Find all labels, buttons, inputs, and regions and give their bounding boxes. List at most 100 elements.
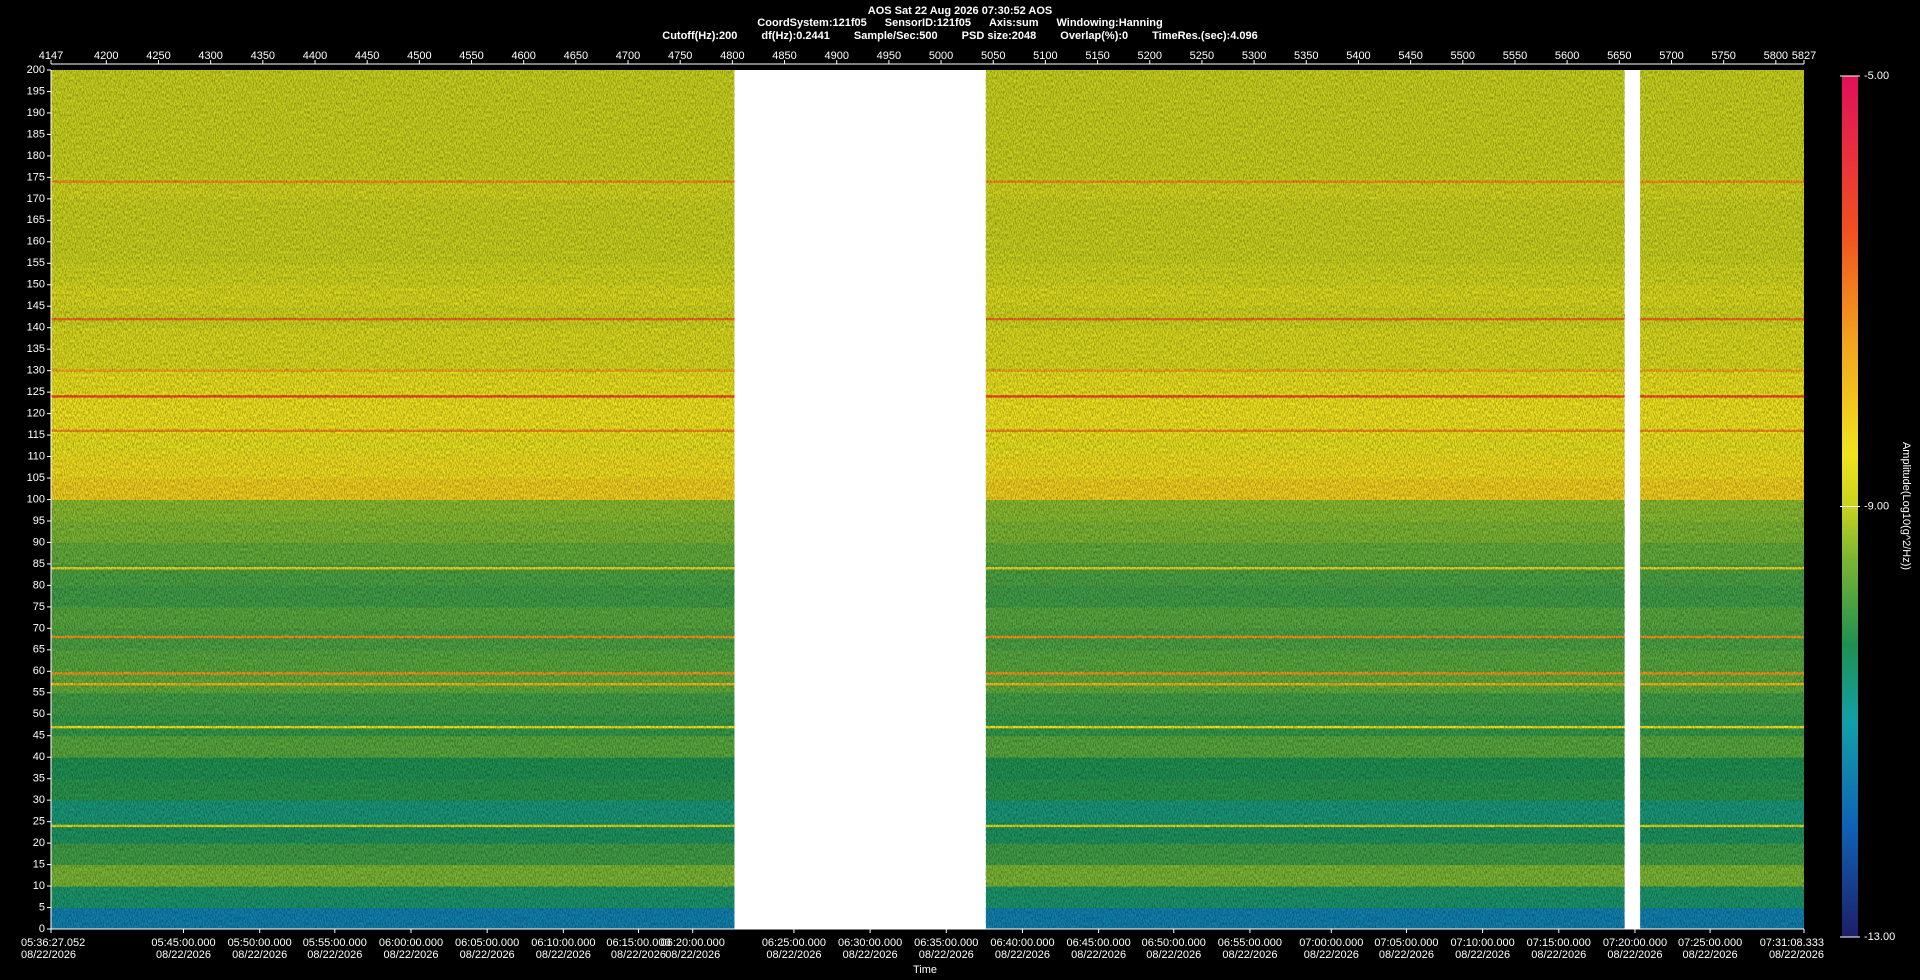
x-tick-label: 5500 bbox=[1451, 50, 1475, 62]
y-tick-label: 75 bbox=[33, 601, 45, 613]
noise-texture bbox=[51, 70, 735, 929]
time-tick-date: 08/22/2026 bbox=[995, 949, 1050, 961]
x-tick-label: 4450 bbox=[355, 50, 379, 62]
time-tick-date: 08/22/2026 bbox=[1071, 949, 1126, 961]
y-tick-label: 55 bbox=[33, 687, 45, 699]
x-tick-label: 4950 bbox=[877, 50, 901, 62]
time-tick-date: 08/22/2026 bbox=[21, 949, 76, 961]
chart-title: AOS Sat 22 Aug 2026 07:30:52 AOS bbox=[868, 5, 1052, 17]
y-tick-label: 165 bbox=[27, 214, 45, 226]
x-tick-label: 5750 bbox=[1711, 50, 1735, 62]
time-tick-label: 05:50:00.000 bbox=[228, 937, 292, 949]
time-tick-label: 07:05:00.000 bbox=[1374, 937, 1438, 949]
noise-texture bbox=[985, 70, 1625, 929]
y-tick-label: 25 bbox=[33, 816, 45, 828]
y-tick-label: 90 bbox=[33, 536, 45, 548]
x-tick-label: 5400 bbox=[1346, 50, 1370, 62]
x-tick-label: 4900 bbox=[824, 50, 848, 62]
x-tick-label: 4700 bbox=[616, 50, 640, 62]
y-tick-label: 115 bbox=[27, 429, 45, 441]
subtitle-item: Axis:sum bbox=[989, 17, 1039, 29]
y-tick-label: 190 bbox=[27, 107, 45, 119]
y-tick-label: 155 bbox=[27, 257, 45, 269]
time-tick-date: 08/22/2026 bbox=[1146, 949, 1201, 961]
y-tick-label: 185 bbox=[27, 128, 45, 140]
time-tick-label: 05:36:27.052 bbox=[21, 937, 85, 949]
time-tick-date: 08/22/2026 bbox=[1379, 949, 1434, 961]
y-tick-label: 130 bbox=[27, 365, 45, 377]
time-tick-label: 06:05:00.000 bbox=[455, 937, 519, 949]
time-tick-date: 08/22/2026 bbox=[156, 949, 211, 961]
subtitle-line: Cutoff(Hz):200 df(Hz):0.2441 Sample/Sec:50… bbox=[662, 30, 1257, 42]
x-tick-label: 4350 bbox=[251, 50, 275, 62]
x-tick-label: 5550 bbox=[1503, 50, 1527, 62]
noise-texture bbox=[1640, 70, 1804, 929]
time-tick-date: 08/22/2026 bbox=[1222, 949, 1277, 961]
y-tick-label: 175 bbox=[27, 171, 45, 183]
x-tick-label: 4850 bbox=[772, 50, 796, 62]
y-tick-label: 195 bbox=[27, 85, 45, 97]
time-tick-label: 07:15:00.000 bbox=[1527, 937, 1591, 949]
subtitle-item: Overlap(%):0 bbox=[1060, 30, 1128, 42]
time-tick-label: 07:00:00.000 bbox=[1299, 937, 1363, 949]
time-tick-label: 07:20:00.000 bbox=[1603, 937, 1667, 949]
y-tick-label: 5 bbox=[39, 901, 45, 913]
subtitle-item: df(Hz):0.2441 bbox=[761, 30, 829, 42]
x-tick-label: 5700 bbox=[1659, 50, 1683, 62]
subtitle-item: PSD size:2048 bbox=[962, 30, 1037, 42]
time-tick-label: 05:45:00.000 bbox=[151, 937, 215, 949]
time-tick-label: 05:55:00.000 bbox=[303, 937, 367, 949]
time-tick-label: 06:45:00.000 bbox=[1067, 937, 1131, 949]
y-tick-label: 30 bbox=[33, 794, 45, 806]
y-tick-label: 15 bbox=[33, 858, 45, 870]
x-tick-label: 5827 bbox=[1792, 50, 1816, 62]
y-tick-label: 145 bbox=[27, 300, 45, 312]
x-tick-label: 4600 bbox=[511, 50, 535, 62]
y-tick-label: 110 bbox=[27, 450, 45, 462]
subtitle-item: Windowing:Hanning bbox=[1056, 17, 1162, 29]
y-tick-label: 45 bbox=[33, 730, 45, 742]
y-tick-label: 120 bbox=[27, 408, 45, 420]
colorbar-tick-label: -13.00 bbox=[1864, 931, 1895, 943]
y-tick-label: 200 bbox=[27, 64, 45, 76]
time-tick-label: 06:25:00.000 bbox=[762, 937, 826, 949]
time-tick-label: 06:55:00.000 bbox=[1218, 937, 1282, 949]
y-tick-label: 20 bbox=[33, 837, 45, 849]
x-tick-label: 4250 bbox=[146, 50, 170, 62]
x-tick-label: 5600 bbox=[1555, 50, 1579, 62]
time-tick-date: 08/22/2026 bbox=[1769, 949, 1824, 961]
y-tick-label: 105 bbox=[27, 472, 45, 484]
subtitle-item: Sample/Sec:500 bbox=[854, 30, 938, 42]
x-axis-label: Time bbox=[913, 964, 937, 976]
colorbar-label: Amplitude(Log10(g^2/Hz)) bbox=[1900, 442, 1912, 570]
time-tick-label: 06:40:00.000 bbox=[990, 937, 1054, 949]
time-tick-date: 08/22/2026 bbox=[307, 949, 362, 961]
time-tick-date: 08/22/2026 bbox=[611, 949, 666, 961]
time-tick-date: 08/22/2026 bbox=[919, 949, 974, 961]
time-tick-label: 06:30:00.000 bbox=[838, 937, 902, 949]
x-tick-label: 4400 bbox=[303, 50, 327, 62]
y-tick-label: 0 bbox=[39, 923, 45, 935]
time-tick-label: 06:35:00.000 bbox=[914, 937, 978, 949]
y-tick-label: 95 bbox=[33, 515, 45, 527]
x-tick-label: 5300 bbox=[1242, 50, 1266, 62]
y-tick-label: 140 bbox=[27, 322, 45, 334]
time-tick-label: 07:25:00.000 bbox=[1678, 937, 1742, 949]
x-tick-label: 4800 bbox=[720, 50, 744, 62]
x-tick-label: 4147 bbox=[39, 50, 63, 62]
time-tick-label: 07:10:00.000 bbox=[1450, 937, 1514, 949]
x-tick-label: 5100 bbox=[1033, 50, 1057, 62]
x-tick-label: 5000 bbox=[929, 50, 953, 62]
x-tick-label: 4750 bbox=[668, 50, 692, 62]
y-tick-label: 100 bbox=[27, 493, 45, 505]
y-tick-label: 170 bbox=[27, 193, 45, 205]
x-tick-label: 5200 bbox=[1138, 50, 1162, 62]
y-tick-label: 70 bbox=[33, 622, 45, 634]
x-tick-label: 5450 bbox=[1398, 50, 1422, 62]
time-tick-date: 08/22/2026 bbox=[1531, 949, 1586, 961]
time-tick-label: 06:15:00.000 bbox=[606, 937, 670, 949]
y-tick-label: 125 bbox=[27, 386, 45, 398]
time-tick-date: 08/22/2026 bbox=[1304, 949, 1359, 961]
